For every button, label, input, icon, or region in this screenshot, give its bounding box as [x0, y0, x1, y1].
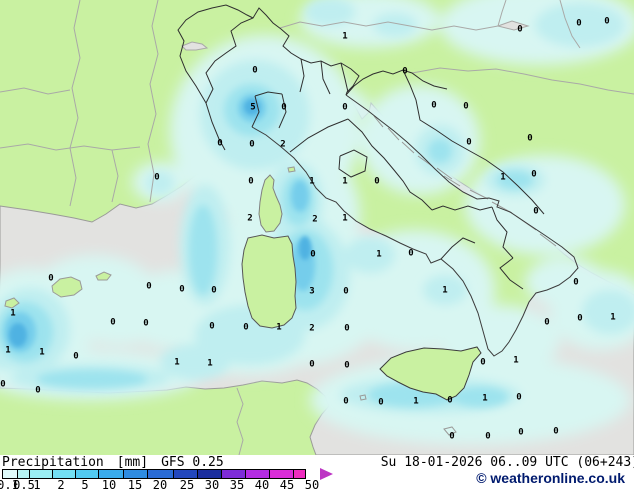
- colorbar-tick-1: 1: [33, 478, 41, 490]
- border-switzerland: [177, 4, 254, 104]
- border-slovenia: [345, 69, 448, 96]
- colorbar-tick-15: 15: [127, 478, 143, 490]
- colorbar-tick-0.1: 0.1: [0, 478, 19, 490]
- island-menorca: [95, 271, 112, 281]
- colorbar-cell-50: [293, 469, 306, 479]
- island-ibiza: [4, 297, 20, 309]
- precip-colorbar: [2, 469, 306, 479]
- colorbar-tick-5: 5: [81, 478, 89, 490]
- legend-title-parameter: Precipitation: [2, 455, 104, 470]
- colorbar-overflow-arrow: [320, 468, 333, 480]
- colorbar-tick-40: 40: [254, 478, 270, 490]
- colorbar-tick-2: 2: [57, 478, 65, 490]
- colorbar-tick-labels: 0.1 0.5 1 2 5 10 15 20 25 30 35 40 45 50: [0, 478, 634, 490]
- island-mallorca: [51, 276, 83, 298]
- coastline-italy: [251, 94, 579, 357]
- islands-layer: [4, 115, 557, 436]
- legend-title-unit: [mm]: [116, 455, 149, 470]
- island-pantelleria: [359, 394, 367, 401]
- map-canvas: [0, 0, 634, 455]
- colorbar-tick-50: 50: [304, 478, 320, 490]
- colorbar-tick-10: 10: [101, 478, 117, 490]
- legend-bar: Precipitation [mm] GFS 0.25 0.1 0.5 1 2 5 10 15 2…: [0, 455, 634, 490]
- country-borders-dark: [177, 4, 545, 290]
- colorbar-tick-20: 20: [152, 478, 168, 490]
- colorbar-tick-0.5: 0.5: [13, 478, 35, 490]
- copyright-link[interactable]: © weatheronline.co.uk: [476, 470, 625, 486]
- island-sardinia: [241, 234, 297, 329]
- lake-geneva: [181, 41, 209, 51]
- colorbar-tick-35: 35: [229, 478, 245, 490]
- legend-title: Precipitation [mm] GFS 0.25: [2, 455, 224, 470]
- colorbar-tick-30: 30: [204, 478, 220, 490]
- colorbar-tick-25: 25: [179, 478, 195, 490]
- lake-balaton: [496, 20, 530, 31]
- island-corsica: [258, 174, 283, 233]
- valid-time-label: Su 18-01-2026 06..09 UTC (06+243): [380, 455, 634, 470]
- legend-title-model: GFS 0.25: [161, 455, 224, 470]
- border-italy-north: [205, 7, 360, 151]
- island-elba: [287, 166, 296, 173]
- border-bosnia: [402, 69, 545, 215]
- italy-region-borders: [251, 58, 524, 290]
- colorbar-tick-45: 45: [279, 478, 295, 490]
- lakes-layer: [181, 20, 530, 51]
- island-sicily: [379, 346, 482, 401]
- admin-borders-gray: [0, 0, 634, 455]
- island-malta: [443, 426, 457, 436]
